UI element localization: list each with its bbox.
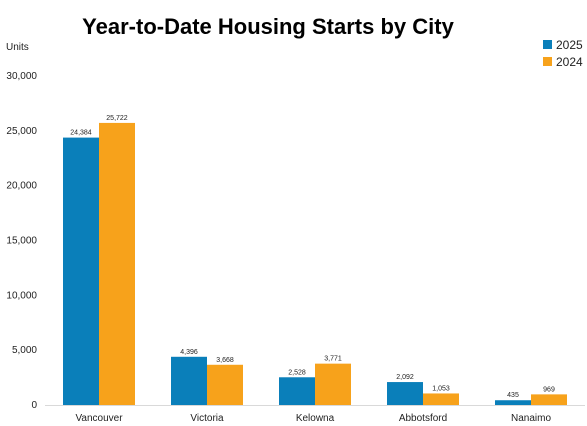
legend-label: 2025	[556, 38, 583, 52]
data-label: 2,092	[396, 374, 414, 381]
category-label: Abbotsford	[399, 413, 447, 424]
bar-2024-vancouver	[99, 122, 135, 405]
legend-swatch	[543, 40, 552, 49]
data-label: 435	[507, 392, 519, 399]
y-tick-label: 30,000	[6, 71, 37, 82]
y-tick-label: 0	[31, 400, 37, 411]
legend: 2025 2024	[543, 38, 583, 69]
y-axis-label: Units	[6, 42, 29, 53]
bar-2024-abbotsford	[423, 393, 459, 405]
bar-2024-victoria	[207, 364, 243, 405]
y-tick-label: 20,000	[6, 181, 37, 192]
data-label: 3,668	[216, 357, 234, 364]
y-tick-label: 15,000	[6, 236, 37, 247]
data-label: 1,053	[432, 385, 450, 392]
data-label: 969	[543, 386, 555, 393]
bars	[63, 122, 567, 405]
y-tick-label: 25,000	[6, 126, 37, 137]
legend-label: 2024	[556, 55, 583, 69]
bar-2025-abbotsford	[387, 382, 423, 405]
category-label: Victoria	[190, 413, 224, 424]
bar-2025-kelowna	[279, 377, 315, 405]
bar-2024-nanaimo	[531, 394, 567, 405]
data-label: 2,528	[288, 369, 306, 376]
y-tick-label: 10,000	[6, 290, 37, 301]
bar-2024-kelowna	[315, 363, 351, 405]
data-label: 4,396	[180, 349, 198, 356]
category-label: Kelowna	[296, 413, 335, 424]
data-labels: 24,384 25,722 4,396 3,668 2,528 3,771 2,092 1,0…	[70, 115, 555, 399]
category-label: Nanaimo	[511, 413, 551, 424]
y-tick-label: 5,000	[12, 345, 37, 356]
category-label: Vancouver	[75, 413, 123, 424]
data-label: 24,384	[70, 130, 92, 137]
bar-2025-vancouver	[63, 137, 99, 405]
bar-2025-nanaimo	[495, 400, 531, 405]
data-label: 25,722	[106, 115, 128, 122]
legend-swatch	[543, 57, 552, 66]
bar-2025-victoria	[171, 356, 207, 405]
y-axis-ticks: 0 5,000 10,000 15,000 20,000 25,000 30,000	[6, 71, 37, 411]
category-labels: Vancouver Victoria Kelowna Abbotsford Nanaim…	[75, 413, 551, 424]
data-label: 3,771	[324, 356, 342, 363]
chart-title: Year-to-Date Housing Starts by City	[82, 14, 454, 39]
